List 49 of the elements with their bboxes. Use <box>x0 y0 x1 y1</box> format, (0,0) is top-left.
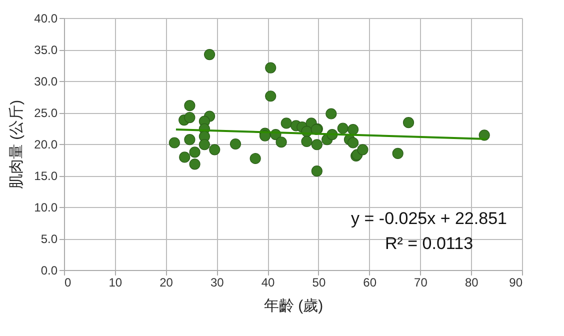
x-tick-label: 90 <box>509 276 523 290</box>
y-tick-label: 40.0 <box>34 12 58 26</box>
point <box>189 146 200 158</box>
point <box>276 136 287 148</box>
x-tick-label: 50 <box>312 276 326 290</box>
annotation: R² = 0.0113 <box>384 234 474 253</box>
point <box>265 90 276 102</box>
point <box>230 138 242 150</box>
y-tick-label: 15.0 <box>34 169 58 183</box>
x-tick-label: 10 <box>108 276 122 290</box>
point <box>204 49 216 60</box>
y-tick-label: 10.0 <box>34 200 58 214</box>
point <box>402 117 414 128</box>
x-tick-label: 30 <box>210 276 224 290</box>
point <box>265 62 276 74</box>
y-tick-label: 20.0 <box>34 138 58 152</box>
x-tick-label: 60 <box>363 276 377 290</box>
point <box>357 144 368 156</box>
point <box>280 118 292 129</box>
point <box>348 124 359 136</box>
point <box>184 100 196 112</box>
point <box>311 166 322 177</box>
point <box>189 158 200 170</box>
point <box>301 136 312 148</box>
point <box>209 144 220 156</box>
y-tick-label: 35.0 <box>34 43 58 57</box>
point <box>168 137 180 148</box>
x-tick-label: 40 <box>261 276 276 290</box>
y-tick-label: 5.0 <box>40 232 58 246</box>
y-tick-label: 0.0 <box>40 264 58 278</box>
point <box>198 139 210 150</box>
y-tick-label: 30.0 <box>34 74 58 88</box>
point <box>311 139 322 150</box>
point <box>184 134 196 146</box>
x-tick-label: 20 <box>160 276 174 290</box>
x-axis-title: 年齡 (歲) <box>264 298 324 314</box>
point <box>184 112 196 124</box>
annotation: y = -0.025x + 22.851 <box>351 209 507 228</box>
y-tick-label: 25.0 <box>34 106 58 120</box>
y-axis-title: 肌肉量 (公斤) <box>8 100 26 190</box>
point <box>179 152 190 163</box>
point <box>250 152 261 164</box>
x-tick-label: 70 <box>414 276 428 290</box>
point <box>337 122 348 134</box>
x-tick-label: 0 <box>64 276 72 290</box>
point <box>348 137 359 148</box>
point <box>326 108 337 120</box>
x-tick-label: 80 <box>464 276 479 290</box>
point <box>392 148 404 159</box>
